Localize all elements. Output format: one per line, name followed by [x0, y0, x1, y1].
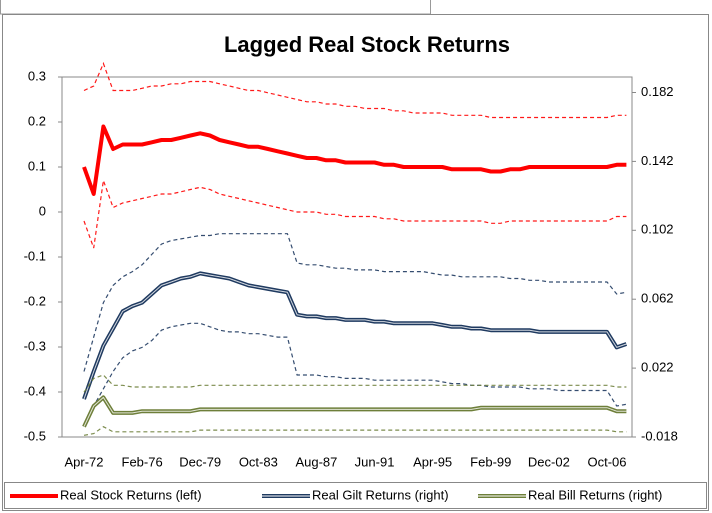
y-tick-label: 0.1 — [28, 158, 46, 173]
x-tick-label: Feb-76 — [122, 454, 163, 469]
y2-tick-label: -0.018 — [641, 428, 678, 443]
series-line — [82, 124, 627, 196]
y-tick-label: -0.2 — [24, 293, 46, 308]
band-line — [83, 233, 627, 372]
y-tick-label: 0.2 — [28, 113, 46, 128]
x-tick-label: Aug-87 — [295, 454, 337, 469]
band-line — [83, 322, 627, 427]
x-tick-label: Dec-02 — [528, 454, 570, 469]
series-line-core — [83, 396, 627, 427]
x-tick-label: Dec-79 — [179, 454, 221, 469]
band-line — [83, 425, 627, 436]
x-tick-label: Apr-72 — [64, 454, 103, 469]
frame-top — [0, 0, 431, 15]
x-tick-label: Oct-06 — [587, 454, 626, 469]
legend-label: Real Gilt Returns (right) — [312, 487, 449, 502]
y-tick-label: -0.1 — [24, 248, 46, 263]
chart-frame — [2, 14, 709, 511]
series-line-core — [83, 272, 627, 400]
x-tick-label: Jun-91 — [355, 454, 395, 469]
y-tick-label: 0 — [39, 203, 46, 218]
band-line — [83, 61, 627, 119]
legend-label: Real Bill Returns (right) — [528, 487, 662, 502]
y2-tick-label: 0.102 — [641, 222, 674, 237]
legend-box — [4, 482, 707, 509]
y-tick-label: -0.5 — [24, 428, 46, 443]
legend-label: Real Stock Returns (left) — [60, 487, 202, 502]
band-line — [83, 374, 627, 393]
chart-title: Lagged Real Stock Returns — [224, 32, 510, 57]
y2-tick-label: 0.022 — [641, 360, 674, 375]
y2-tick-label: 0.062 — [641, 291, 674, 306]
y-tick-label: 0.3 — [28, 68, 46, 83]
band-line — [83, 180, 627, 249]
y-tick-label: -0.3 — [24, 338, 46, 353]
y2-tick-label: 0.142 — [641, 153, 674, 168]
y-tick-label: -0.4 — [24, 383, 46, 398]
x-tick-label: Apr-95 — [413, 454, 452, 469]
x-tick-label: Oct-83 — [239, 454, 278, 469]
x-tick-label: Feb-99 — [470, 454, 511, 469]
y2-tick-label: 0.182 — [641, 84, 674, 99]
